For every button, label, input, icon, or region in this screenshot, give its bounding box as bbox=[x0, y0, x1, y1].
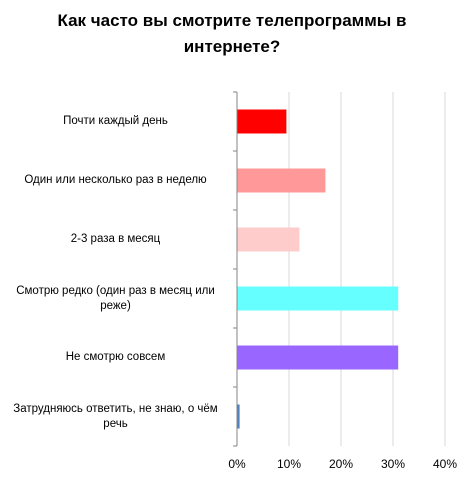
category-label-line: реже) bbox=[100, 299, 131, 312]
category-label-line: Смотрю редко (один раз в месяц или bbox=[16, 284, 215, 297]
x-tick-label: 0% bbox=[228, 457, 246, 471]
category-label-line: Один или несколько раз в неделю bbox=[24, 174, 207, 186]
category-label: Затрудняюсь ответить, не знаю, о чём речь bbox=[3, 402, 228, 432]
category-label: Один или несколько раз в неделю bbox=[3, 173, 228, 188]
chart-title-line-2: интернете? bbox=[183, 37, 281, 56]
category-label-line: Не смотрю совсем bbox=[65, 351, 166, 363]
category-label: Не смотрю совсем bbox=[3, 350, 228, 365]
category-label-line: речь bbox=[103, 417, 128, 430]
chart-title: Как часто вы смотрите телепрограммы в ин… bbox=[0, 8, 464, 60]
x-tick-label: 40% bbox=[433, 457, 457, 471]
category-label: Смотрю редко (один раз в месяц или реже) bbox=[3, 284, 228, 314]
bar bbox=[237, 227, 300, 252]
category-label-line: Почти каждый день bbox=[63, 115, 168, 127]
category-label-line: 2-3 раза в месяц bbox=[70, 233, 161, 245]
bar bbox=[237, 345, 399, 370]
x-tick-label: 20% bbox=[329, 457, 353, 471]
bar bbox=[237, 286, 399, 311]
x-tick-label: 10% bbox=[277, 457, 301, 471]
chart-title-line-1: Как часто вы смотрите телепрограммы в bbox=[57, 11, 407, 30]
bar bbox=[237, 404, 240, 429]
category-label: 2-3 раза в месяц bbox=[3, 232, 228, 247]
bar bbox=[237, 109, 287, 134]
category-label-line: Затрудняюсь ответить, не знаю, о чём bbox=[13, 402, 218, 415]
category-label: Почти каждый день bbox=[3, 114, 228, 129]
bar bbox=[237, 168, 326, 193]
x-tick-label: 30% bbox=[381, 457, 405, 471]
